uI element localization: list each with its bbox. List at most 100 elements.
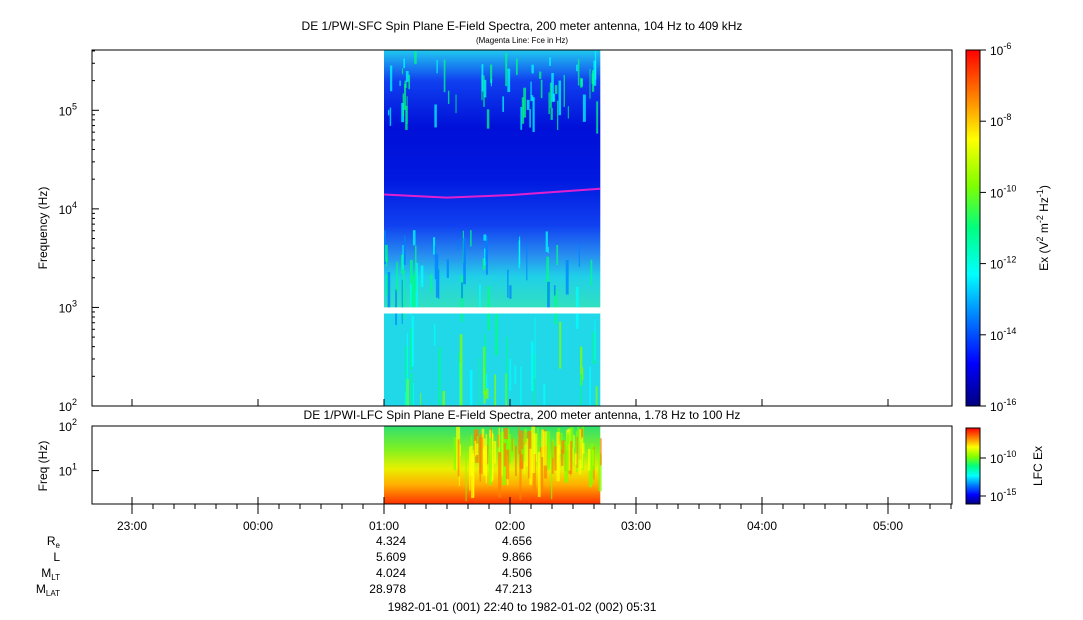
lfc-texture-strip [503, 443, 506, 467]
lfc-texture-strip [524, 431, 526, 475]
lfc-texture-strip [519, 450, 522, 501]
sfc-texture-strip [443, 59, 446, 93]
lfc-texture-strip [546, 431, 551, 470]
sfc-texture-strip [580, 77, 583, 88]
lfc-texture-strip [600, 438, 602, 466]
sfc-texture-strip [404, 80, 407, 88]
lfc-texture-strip [574, 453, 578, 465]
lfc-texture-strip [561, 449, 564, 466]
lfc-texture-strip [533, 454, 536, 494]
lfc-texture-strip [457, 439, 460, 477]
sfc-texture-strip [400, 254, 404, 274]
sfc-texture-strip [457, 240, 459, 250]
sfc-texture-strip [490, 79, 492, 87]
ephemeris-value: 28.978 [369, 582, 406, 596]
sfc-texture-strip [438, 269, 440, 299]
lfc-texture-strip [465, 452, 467, 502]
sfc-texture-strip [401, 68, 404, 75]
sfc-colorbar-tick-label: 10-10 [990, 183, 1016, 200]
sfc-texture-strip [534, 317, 536, 379]
lfc-texture-strip [541, 429, 544, 458]
sfc-texture-strip [470, 230, 472, 247]
time-axis: 23:00 00:00 01:00 02:00 03:00 04:00 05:00 [117, 399, 952, 533]
lfc-texture-strip [537, 452, 541, 498]
sfc-texture-strip [520, 106, 523, 130]
time-tick-label: 04:00 [747, 519, 777, 533]
lfc-texture-strip [501, 427, 503, 477]
lfc-colorbar-tick-label: 10-15 [990, 487, 1016, 504]
lfc-texture-strip [579, 429, 582, 475]
sfc-texture-strip [412, 382, 414, 406]
sfc-texture-strip [401, 279, 403, 324]
sfc-colorbar-tick-label: 10-16 [990, 397, 1016, 414]
sfc-y-axis-label: Frequency (Hz) [36, 187, 50, 270]
lfc-texture-strip [525, 438, 529, 467]
sfc-texture-strip [484, 333, 487, 392]
ephemeris-value: 4.656 [502, 534, 532, 548]
ephemeris-row-label: MLT [41, 566, 60, 582]
sfc-texture-strip [399, 80, 401, 86]
sfc-texture-strip [479, 357, 481, 406]
sfc-texture-strip [396, 261, 398, 292]
sfc-texture-strip [433, 237, 436, 255]
lfc-colorbar-ticks: 10-10 10-15 [980, 449, 1016, 504]
sfc-texture-strip [483, 367, 486, 404]
sfc-texture-strip [405, 345, 408, 406]
sfc-texture-strip [507, 68, 511, 93]
sfc-texture-strip [596, 101, 599, 134]
sfc-texture-strip [459, 334, 463, 406]
sfc-texture-strip [549, 82, 552, 108]
lfc-texture-strip [511, 438, 514, 452]
fce-line [383, 187, 601, 199]
lfc-texture-strip [543, 431, 547, 466]
sfc-gap [383, 307, 602, 314]
sfc-texture-strip [390, 65, 393, 92]
sfc-texture-strip [405, 71, 409, 82]
ephemeris-value: 47.213 [495, 582, 532, 596]
lfc-texture-strip [576, 436, 578, 468]
sfc-texture-strip [554, 289, 558, 324]
sfc-texture-strip [505, 373, 508, 406]
lfc-texture-strip [570, 440, 573, 474]
sfc-texture-strip [387, 109, 390, 116]
sfc-texture-strip [403, 270, 405, 320]
lfc-texture-strip [482, 449, 486, 474]
sfc-texture-strip [553, 285, 556, 296]
lfc-texture-strip [539, 447, 544, 491]
lfc-texture-strip [508, 433, 511, 464]
lfc-texture-strip [514, 445, 517, 476]
sfc-texture-strip [385, 274, 389, 296]
sfc-texture-strip [435, 253, 439, 298]
sfc-texture-strip [410, 328, 413, 371]
lfc-texture-strip [488, 437, 492, 486]
sfc-texture-strip [554, 85, 558, 95]
lfc-texture-strip [479, 437, 483, 474]
lfc-colorbar-tick-label: 10-10 [990, 449, 1016, 466]
sfc-texture-strip [533, 353, 535, 406]
lfc-texture-strip [512, 439, 515, 458]
sfc-texture-strip [582, 367, 584, 381]
sfc-band-lower [384, 313, 601, 406]
sfc-texture-strip [580, 374, 582, 406]
lfc-texture-strip [573, 435, 575, 448]
lfc-texture-strip [469, 446, 471, 491]
sfc-texture-strip [411, 315, 414, 367]
sfc-texture-strip [420, 265, 424, 287]
time-range-label: 1982-01-01 (001) 22:40 to 1982-01-02 (00… [388, 600, 657, 614]
ephemeris-row-label: L [53, 550, 60, 564]
sfc-texture-strip [495, 314, 498, 356]
sfc-texture-strip [406, 96, 408, 124]
sfc-texture-strip [551, 73, 554, 102]
lfc-texture-strip [485, 434, 488, 484]
sfc-texture-strip [447, 90, 450, 104]
lfc-texture-strip [591, 449, 595, 470]
lfc-colorbar [965, 427, 981, 505]
lfc-texture-strip [529, 448, 533, 485]
sfc-texture-strip [523, 87, 527, 118]
sfc-texture-strip [415, 245, 417, 292]
lfc-texture-strip [481, 428, 485, 465]
lfc-texture-strip [581, 442, 585, 454]
lfc-texture-strip [471, 453, 475, 499]
sfc-texture-strip [405, 105, 408, 130]
